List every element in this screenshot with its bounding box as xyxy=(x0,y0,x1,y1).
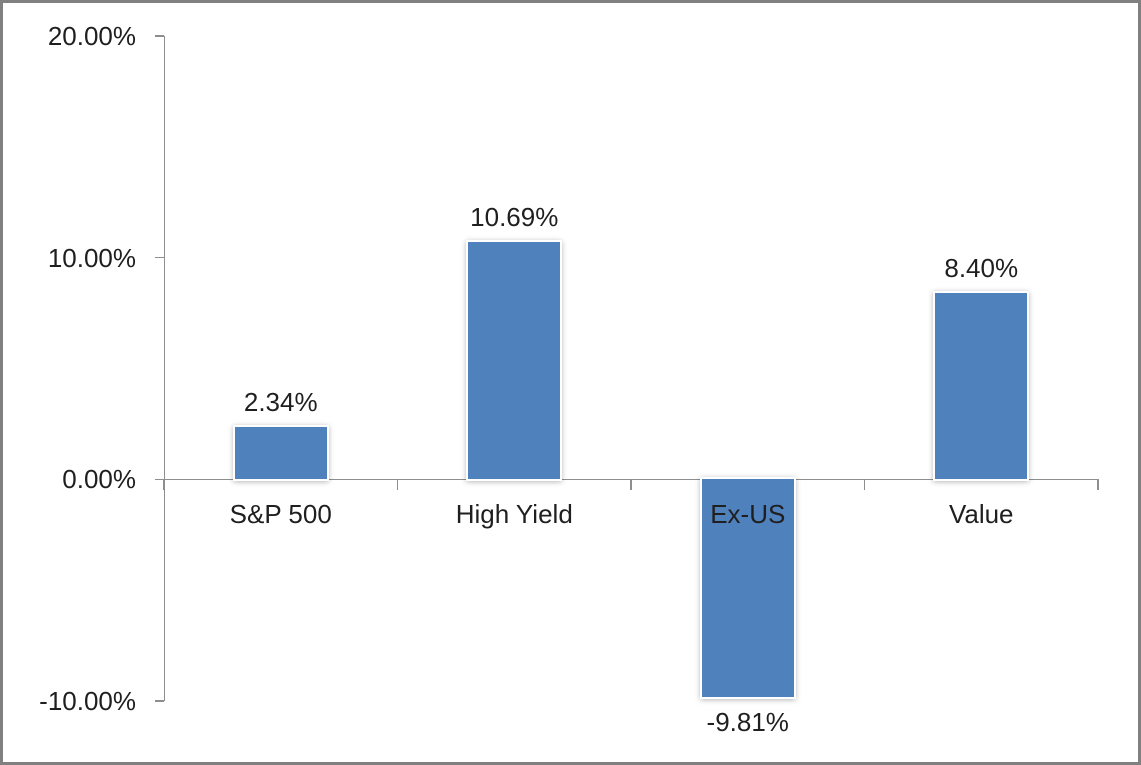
x-axis-tick xyxy=(396,479,399,491)
x-axis-tick xyxy=(863,479,866,491)
data-label: 2.34% xyxy=(243,387,318,418)
category-label: Ex-US xyxy=(710,499,786,530)
y-axis-line xyxy=(164,36,166,701)
y-tick-label: 10.00% xyxy=(47,242,136,273)
data-label: 8.40% xyxy=(944,253,1019,284)
data-label: -9.81% xyxy=(706,706,789,737)
x-axis-line xyxy=(164,478,1098,481)
y-axis-tick xyxy=(155,478,164,481)
y-tick-label: 0.00% xyxy=(62,464,136,495)
category-label: Value xyxy=(948,499,1014,530)
bar-value xyxy=(935,293,1028,480)
x-axis-tick xyxy=(630,479,632,491)
plot-area: 20.00% 10.00% 0.00% -10.00% 2.34% S&P 500 10.6… xyxy=(3,3,1138,762)
bar-ex-us xyxy=(701,479,794,697)
y-axis-tick xyxy=(155,256,164,259)
bar-s-p-500 xyxy=(234,427,327,480)
y-tick-label: -10.00% xyxy=(39,686,136,716)
bar-high-yield xyxy=(468,242,561,480)
y-axis-tick xyxy=(155,35,164,37)
x-axis-tick xyxy=(1097,479,1099,491)
category-label: High Yield xyxy=(455,499,573,530)
x-axis-tick xyxy=(163,479,165,491)
y-tick-label: 20.00% xyxy=(47,21,136,51)
y-axis-tick xyxy=(155,700,164,702)
data-label: 10.69% xyxy=(470,202,559,233)
category-label: S&P 500 xyxy=(229,499,332,530)
